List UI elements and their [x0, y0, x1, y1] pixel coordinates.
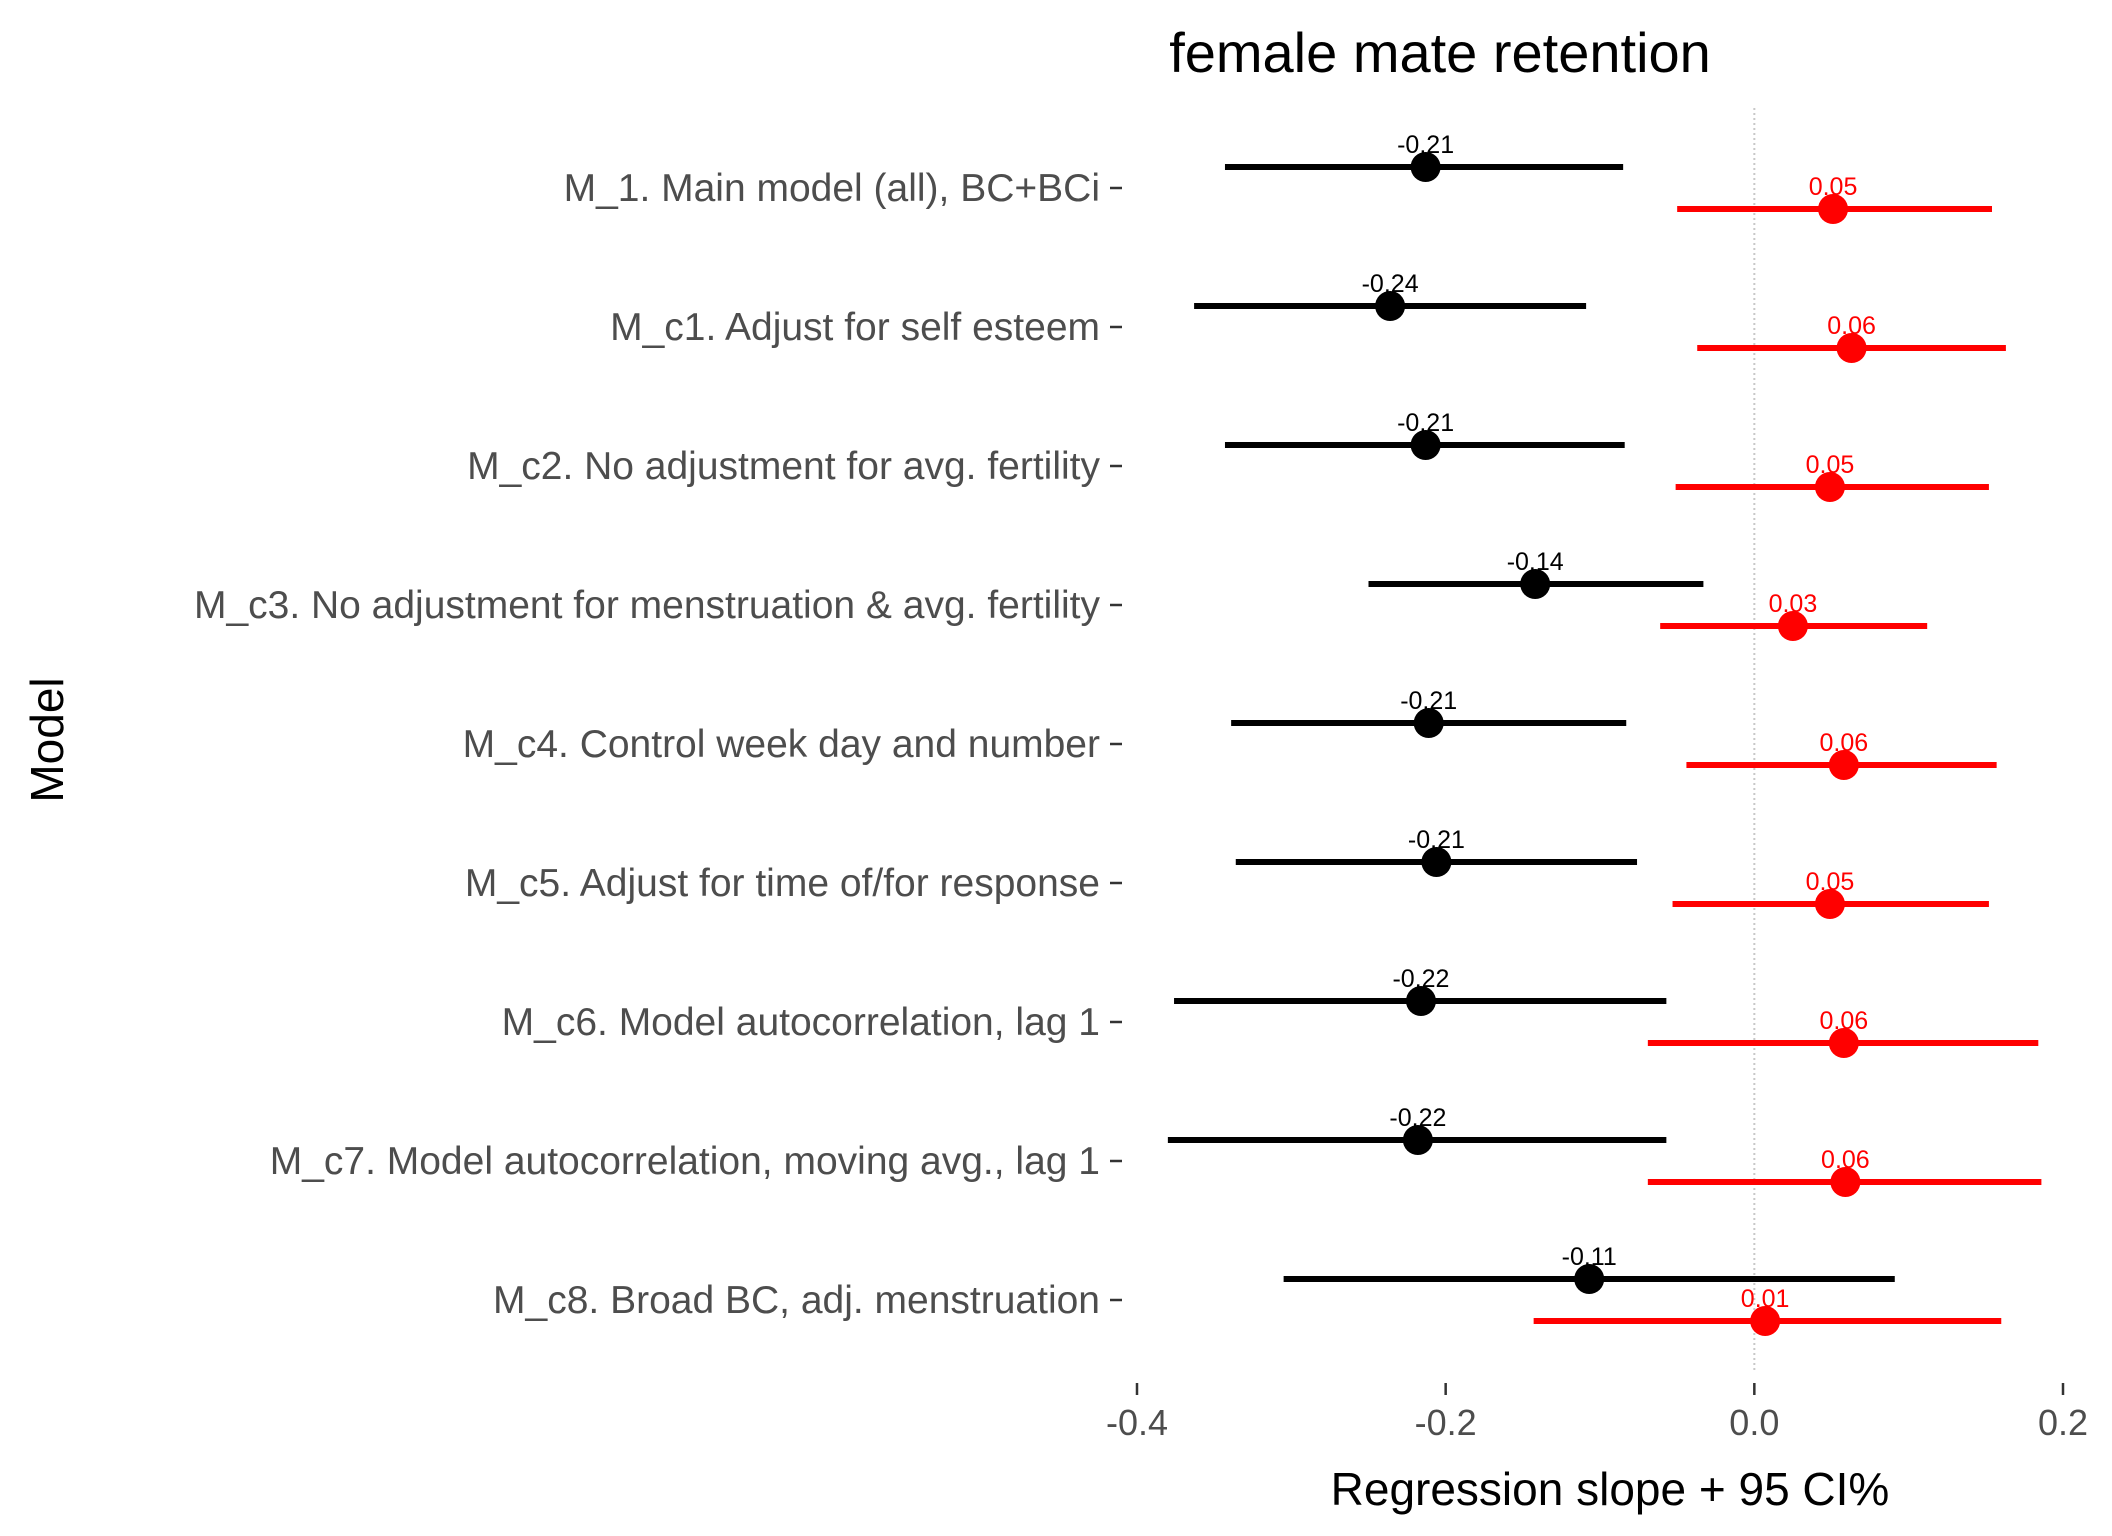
- point-estimate: [1777, 611, 1808, 641]
- point-estimate: [1830, 1167, 1861, 1197]
- point-estimate: [1410, 430, 1441, 460]
- point-estimate: [1818, 194, 1849, 224]
- y-tick-label: M_c7. Model autocorrelation, moving avg.…: [270, 1140, 1100, 1183]
- y-tick-label: M_c1. Adjust for self esteem: [610, 306, 1100, 349]
- data-label: 0.05: [1806, 868, 1855, 896]
- x-tick-label: -0.4: [1106, 1402, 1168, 1443]
- data-label: -0.22: [1392, 965, 1449, 993]
- point-estimate: [1410, 152, 1441, 182]
- data-label: -0.14: [1507, 548, 1564, 576]
- point-estimate: [1574, 1264, 1605, 1294]
- x-axis-title: Regression slope + 95 CI%: [1331, 1463, 1890, 1515]
- y-tick-label: M_c3. No adjustment for menstruation & a…: [194, 584, 1101, 627]
- y-tick-label: M_c6. Model autocorrelation, lag 1: [502, 1001, 1100, 1044]
- data-label: -0.11: [1562, 1243, 1617, 1271]
- y-tick-label: M_1. Main model (all), BC+BCi: [564, 167, 1100, 210]
- series-group-2: 0.05 0.06 0.05 0.03 0.06 0.05 0.06 0.06 0.01: [1533, 173, 2042, 1336]
- chart-title: female mate retention: [1169, 21, 1711, 84]
- data-label: -0.24: [1362, 270, 1419, 298]
- point-estimate: [1520, 569, 1551, 599]
- point-estimate: [1405, 986, 1436, 1016]
- data-label: -0.21: [1408, 826, 1465, 854]
- point-estimate: [1375, 291, 1406, 321]
- point-estimate: [1828, 1028, 1859, 1058]
- data-label: 0.06: [1827, 312, 1876, 340]
- data-label: 0.06: [1820, 1007, 1869, 1035]
- data-label: 0.03: [1769, 590, 1818, 618]
- point-estimate: [1836, 333, 1867, 363]
- point-estimate: [1421, 847, 1452, 877]
- data-label: 0.01: [1741, 1285, 1790, 1313]
- data-label: -0.21: [1397, 409, 1454, 437]
- point-estimate: [1402, 1125, 1433, 1155]
- data-label: -0.21: [1400, 687, 1457, 715]
- x-tick-label: -0.2: [1415, 1402, 1477, 1443]
- x-axis: -0.4 -0.2 0.0 0.2: [1106, 1383, 2088, 1443]
- series-group-1: -0.21 -0.24 -0.21 -0.14 -0.21 -0.21 -0.22 -0.22…: [1167, 131, 1895, 1294]
- point-estimate: [1814, 889, 1845, 919]
- data-label: 0.06: [1820, 729, 1869, 757]
- x-tick-label: 0.2: [2038, 1402, 2088, 1443]
- point-estimate: [1750, 1306, 1781, 1336]
- x-tick-label: 0.0: [1729, 1402, 1779, 1443]
- point-estimate: [1413, 708, 1444, 738]
- data-label: 0.05: [1806, 451, 1855, 479]
- point-estimate: [1828, 750, 1859, 780]
- data-label: 0.06: [1821, 1146, 1870, 1174]
- data-label: -0.22: [1389, 1104, 1446, 1132]
- y-tick-label: M_c5. Adjust for time of/for response: [465, 862, 1100, 905]
- plot-marks: -0.21 -0.24 -0.21 -0.14 -0.21 -0.21 -0.22 -0.22…: [1167, 131, 2042, 1336]
- y-axis: M_1. Main model (all), BC+BCi M_c1. Adjus…: [194, 167, 1122, 1322]
- point-estimate: [1814, 472, 1845, 502]
- y-tick-label: M_c4. Control week day and number: [463, 723, 1100, 766]
- data-label: -0.21: [1397, 131, 1454, 159]
- y-tick-label: M_c2. No adjustment for avg. fertility: [467, 445, 1100, 488]
- y-axis-title: Model: [21, 677, 73, 802]
- data-label: 0.05: [1809, 173, 1858, 201]
- y-tick-label: M_c8. Broad BC, adj. menstruation: [493, 1279, 1100, 1322]
